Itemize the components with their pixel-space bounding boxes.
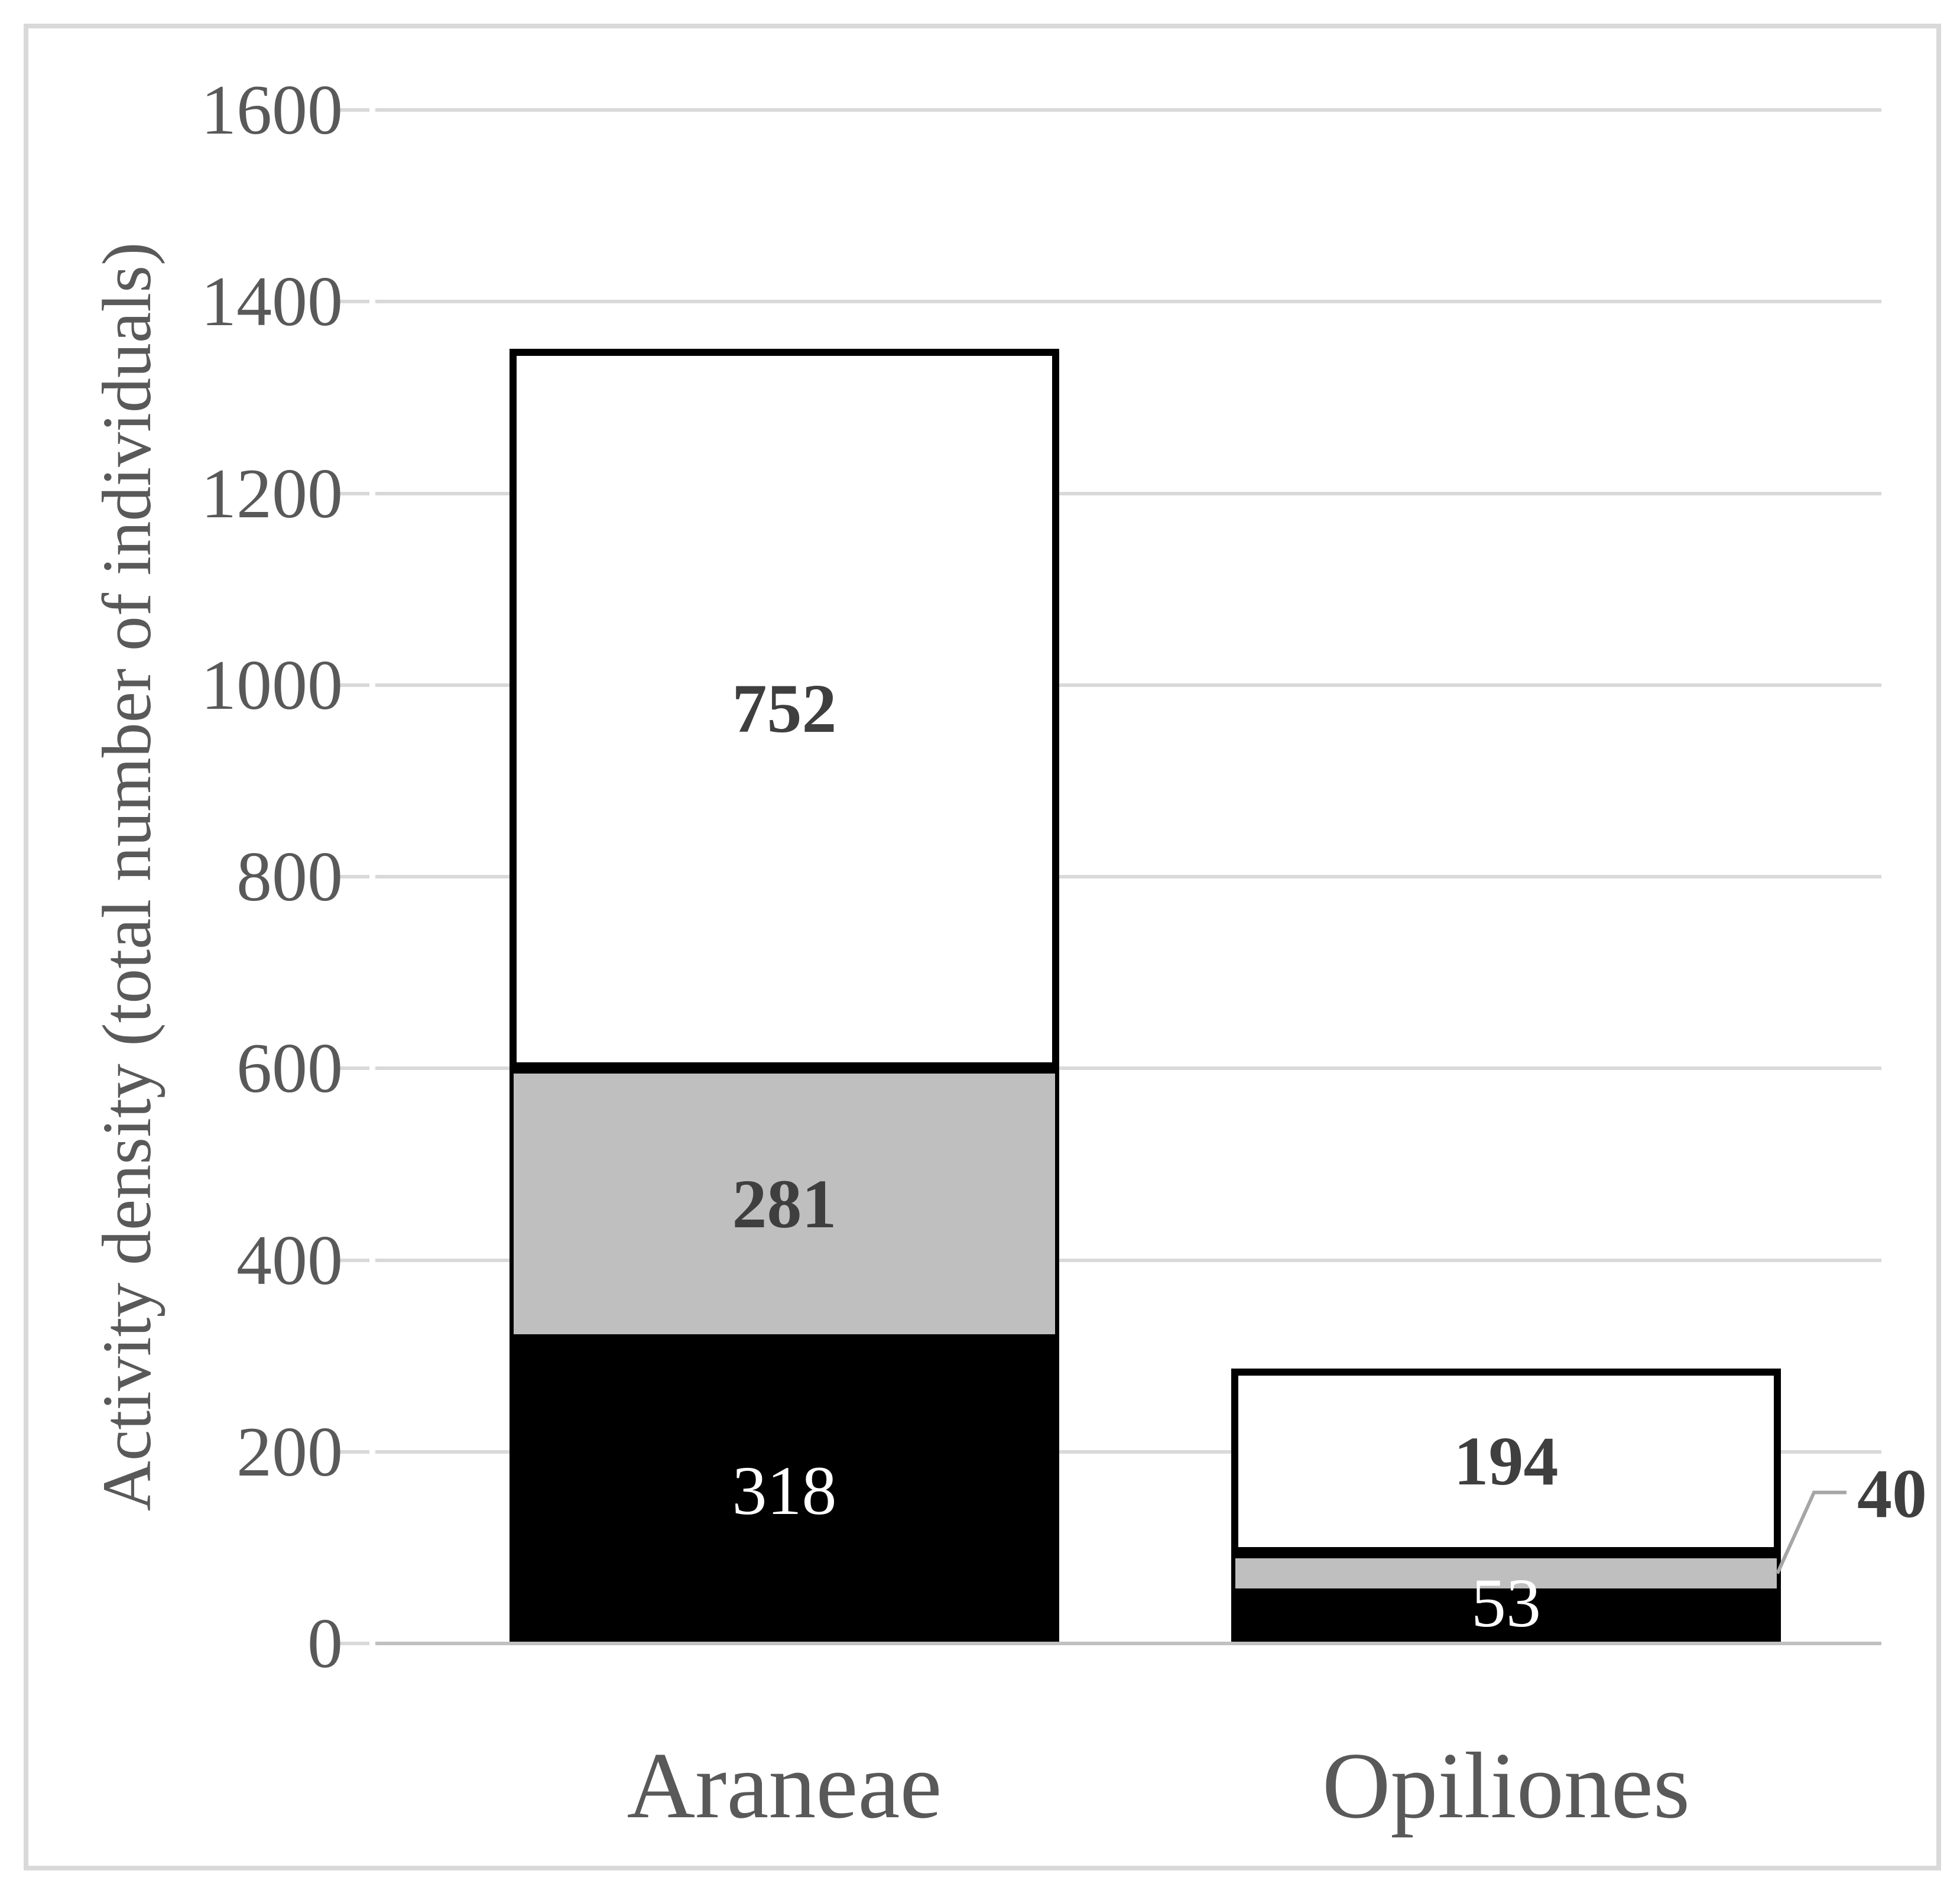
y-tick-mark: [337, 300, 369, 304]
y-tick-mark: [337, 1450, 369, 1454]
black-segment-bar: [1231, 1593, 1781, 1643]
y-tick-mark: [337, 491, 369, 495]
gridline: [375, 875, 1881, 878]
x-category-label: Opiliones: [1322, 1733, 1690, 1838]
gridline: [375, 300, 1881, 304]
bar-value-label: 194: [1453, 1422, 1559, 1500]
gray-segment-bar: [510, 1069, 1059, 1339]
y-tick-mark: [337, 875, 369, 878]
y-tick-mark: [337, 1258, 369, 1262]
gridline: [375, 1258, 1881, 1262]
y-tick-label: 800: [236, 837, 343, 916]
y-tick-label: 1600: [201, 70, 343, 149]
bar-value-label: 53: [1471, 1564, 1541, 1642]
gridline: [375, 491, 1881, 495]
gridline: [375, 683, 1881, 687]
gray-segment-bar: [1231, 1554, 1781, 1593]
x-axis-baseline: [375, 1642, 1881, 1645]
y-tick-mark: [337, 1642, 369, 1645]
y-tick-label: 0: [307, 1604, 343, 1682]
y-tick-label: 1200: [201, 453, 343, 533]
white-segment-bar: [510, 348, 1059, 1069]
y-tick-label: 400: [236, 1220, 343, 1299]
gridline: [375, 1450, 1881, 1454]
y-tick-label: 1400: [201, 262, 343, 341]
gridline: [375, 108, 1881, 112]
y-tick-label: 200: [236, 1412, 343, 1491]
bar-value-label: 752: [732, 670, 837, 748]
y-tick-label: 1000: [201, 645, 343, 724]
x-category-label: Araneae: [627, 1733, 942, 1838]
black-segment-bar: [510, 1338, 1059, 1643]
gridline: [375, 1066, 1881, 1071]
y-tick-mark: [337, 1066, 369, 1071]
bar-value-label: 318: [732, 1452, 837, 1530]
bar-value-label: 281: [732, 1165, 837, 1243]
y-tick-mark: [337, 108, 369, 112]
callout-value-label: 40: [1857, 1454, 1927, 1532]
y-tick-label: 600: [236, 1029, 343, 1108]
white-segment-bar: [1231, 1368, 1781, 1555]
y-tick-mark: [337, 683, 369, 687]
